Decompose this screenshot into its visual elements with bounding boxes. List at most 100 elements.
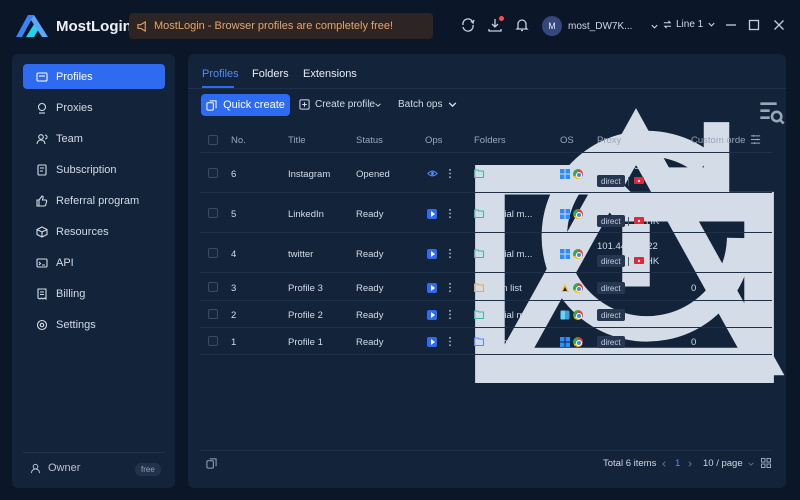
hk-flag-icon <box>634 257 644 264</box>
eye-icon[interactable] <box>427 168 438 179</box>
title-bar: MostLogin MostLogin - Browser profiles a… <box>0 0 800 52</box>
sidebar-item-settings[interactable]: Settings <box>23 312 165 337</box>
proxy-type-tag: direct <box>597 282 625 294</box>
current-page[interactable]: 1 <box>675 458 681 469</box>
chrome-icon <box>573 337 583 347</box>
select-all-checkbox[interactable] <box>208 135 218 145</box>
row-title[interactable]: Profile 2 <box>288 310 323 321</box>
maximize-icon[interactable] <box>747 18 761 32</box>
row-checkbox[interactable] <box>208 168 218 178</box>
proxies-icon <box>37 102 47 114</box>
download-button[interactable] <box>487 16 504 33</box>
sidebar-item-proxies[interactable]: Proxies <box>23 95 165 120</box>
warning-triangle-icon[interactable] <box>486 99 786 399</box>
sidebar-item-referral-program[interactable]: Referral program <box>23 188 165 213</box>
row-country: HK <box>646 176 660 187</box>
header-status[interactable]: Status <box>356 135 383 146</box>
search-filter-icon[interactable] <box>758 99 786 127</box>
more-vertical-icon[interactable] <box>448 168 452 179</box>
tab-extensions[interactable]: Extensions <box>303 68 357 80</box>
row-proxy-ip: 43.249.50.172 <box>597 201 658 212</box>
chrome-icon <box>573 249 583 259</box>
promo-banner[interactable]: MostLogin - Browser profiles are complet… <box>129 13 433 39</box>
copy-plus-icon <box>206 99 217 111</box>
tab-profiles[interactable]: Profiles <box>202 68 239 80</box>
row-no: 6 <box>231 169 237 180</box>
launch-button[interactable] <box>427 283 437 293</box>
row-order: 0 <box>691 169 697 180</box>
more-vertical-icon[interactable] <box>448 248 452 259</box>
hk-flag-icon <box>634 217 644 224</box>
column-settings-icon[interactable] <box>750 134 761 145</box>
batch-ops-button[interactable]: Batch ops <box>398 99 458 110</box>
row-status: Ready <box>356 209 384 220</box>
header-no[interactable]: No. <box>231 135 246 146</box>
row-title[interactable]: LinkedIn <box>288 209 324 220</box>
folder-icon <box>474 283 484 292</box>
more-vertical-icon[interactable] <box>448 208 452 219</box>
line-selector[interactable]: Line 1 <box>663 19 716 30</box>
proxy-type-tag: direct <box>597 336 625 348</box>
header-proxy[interactable]: Proxy <box>597 135 622 146</box>
header-os[interactable]: OS <box>560 135 574 146</box>
row-title[interactable]: Instagram <box>288 169 331 180</box>
row-no: 4 <box>231 249 237 260</box>
sidebar-item-label: API <box>56 256 74 269</box>
copy-icon[interactable] <box>206 458 217 469</box>
sync-icon[interactable] <box>460 17 476 33</box>
row-checkbox[interactable] <box>208 309 218 319</box>
grid-view-icon[interactable] <box>761 458 771 468</box>
sidebar-item-profiles[interactable]: Profiles <box>23 64 165 89</box>
chevron-left-icon[interactable] <box>660 460 668 468</box>
launch-button[interactable] <box>427 249 437 259</box>
user-menu[interactable]: M most_DW7K... <box>542 15 659 37</box>
tab-folders[interactable]: Folders <box>252 68 289 80</box>
create-profile-button[interactable]: Create profile <box>299 99 375 110</box>
more-vertical-icon[interactable] <box>448 282 452 293</box>
row-divider <box>200 272 772 273</box>
line-label: Line 1 <box>676 19 704 30</box>
sidebar-item-resources[interactable]: Resources <box>23 219 165 244</box>
windows-icon <box>560 337 570 347</box>
row-title[interactable]: Profile 1 <box>288 337 323 348</box>
windows-icon <box>560 169 570 179</box>
row-checkbox[interactable] <box>208 248 218 258</box>
more-vertical-icon[interactable] <box>448 336 452 347</box>
sidebar-item-api[interactable]: API <box>23 250 165 275</box>
row-checkbox[interactable] <box>208 336 218 346</box>
header-custom-order[interactable]: Custom orde <box>691 135 746 146</box>
close-icon[interactable] <box>772 18 786 32</box>
row-checkbox[interactable] <box>208 208 218 218</box>
divider <box>628 177 629 186</box>
api-icon <box>36 257 48 268</box>
bell-icon[interactable] <box>514 17 530 33</box>
row-order: 0 <box>691 283 697 294</box>
chevron-down-icon[interactable] <box>374 101 382 109</box>
row-status: Ready <box>356 283 384 294</box>
header-ops: Ops <box>425 135 443 146</box>
row-proxy-ip: 101.44.80.122 <box>597 241 658 252</box>
row-checkbox[interactable] <box>208 282 218 292</box>
billing-icon <box>37 287 47 300</box>
chevron-down-icon <box>747 461 754 466</box>
sidebar-item-subscription[interactable]: Subscription <box>23 157 165 182</box>
refresh-icon[interactable] <box>508 99 786 377</box>
chrome-icon <box>573 209 583 219</box>
quick-create-button[interactable]: Quick create <box>201 94 290 116</box>
profiles-icon <box>36 71 48 82</box>
header-title[interactable]: Title <box>288 135 306 146</box>
add-square-icon <box>299 99 310 110</box>
launch-button[interactable] <box>427 209 437 219</box>
sidebar-item-billing[interactable]: Billing <box>23 281 165 306</box>
sidebar-item-team[interactable]: Team <box>23 126 165 151</box>
row-title[interactable]: Profile 3 <box>288 283 323 294</box>
more-vertical-icon[interactable] <box>448 309 452 320</box>
header-folders[interactable]: Folders <box>474 135 506 146</box>
launch-button[interactable] <box>427 310 437 320</box>
page-size-select[interactable]: 10 / page <box>703 458 755 469</box>
row-divider <box>200 232 772 233</box>
minimize-icon[interactable] <box>724 18 738 32</box>
row-title[interactable]: twitter <box>288 249 314 260</box>
launch-button[interactable] <box>427 337 437 347</box>
chevron-right-icon[interactable] <box>686 460 694 468</box>
